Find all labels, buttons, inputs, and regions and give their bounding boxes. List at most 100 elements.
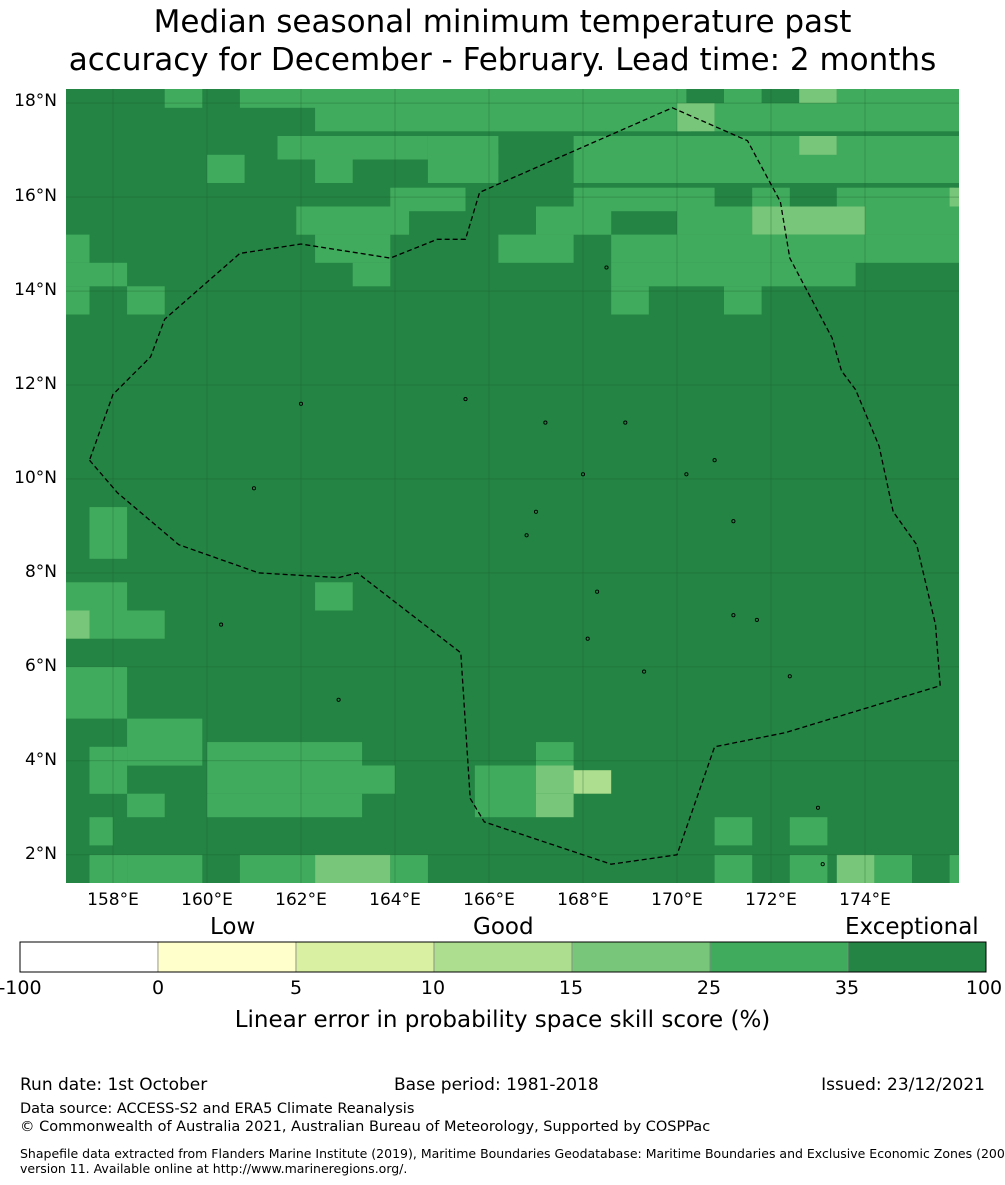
skill-cell — [315, 154, 353, 183]
skill-cell — [714, 854, 753, 883]
skill-cell — [207, 154, 245, 183]
skill-cell — [714, 103, 959, 132]
skill-cell — [66, 262, 128, 287]
skill-cell — [611, 286, 649, 315]
island-outline — [585, 636, 590, 641]
skill-cell — [296, 206, 410, 235]
issued-date: Issued: 23/12/2021 — [821, 1075, 985, 1095]
lon-tick-label: 162°E — [275, 890, 327, 910]
colorbar-tick: 25 — [696, 977, 722, 999]
skill-cell — [315, 854, 391, 883]
skill-cell — [536, 793, 574, 818]
skill-cell — [536, 765, 574, 794]
colorbar-bin — [709, 941, 849, 973]
skill-cell — [207, 742, 363, 766]
eez-boundary-line — [88, 107, 941, 865]
skill-cell — [498, 234, 574, 263]
skill-cell — [315, 582, 353, 611]
skill-cell — [315, 103, 692, 132]
colorbar-tick: 100 — [965, 977, 1003, 999]
island-outline — [251, 486, 257, 491]
skill-cell — [89, 507, 128, 559]
skill-cell — [799, 136, 837, 160]
lat-tick-label: 14°N — [14, 280, 57, 300]
island-outline — [604, 265, 609, 270]
lat-tick-label: 8°N — [24, 562, 57, 582]
lat-tick-label: 6°N — [24, 656, 57, 676]
skill-cell — [89, 746, 128, 794]
skill-cell — [949, 187, 959, 212]
island-outline — [712, 458, 717, 463]
skill-cell — [677, 206, 753, 235]
map-title-line-2: accuracy for December - February. Lead t… — [68, 42, 937, 78]
island-outline — [731, 519, 736, 524]
skill-cell — [66, 610, 90, 639]
skill-cell — [573, 770, 612, 794]
gridlines-layer — [66, 89, 959, 883]
lat-tick-label: 16°N — [14, 186, 57, 206]
island-outline — [219, 622, 224, 627]
skill-cell — [66, 666, 128, 719]
lat-tick-label: 4°N — [24, 750, 57, 770]
island-outline — [524, 533, 529, 538]
skill-cell — [874, 854, 912, 883]
data-source: Data source: ACCESS-S2 and ERA5 Climate … — [20, 1101, 415, 1117]
skill-cell — [724, 286, 762, 315]
skill-cell — [573, 136, 800, 160]
skill-cell — [949, 854, 959, 883]
map-panel — [66, 89, 959, 883]
colorbar-tick: 15 — [558, 977, 584, 999]
skill-cell — [66, 286, 90, 315]
skill-cell — [611, 262, 856, 287]
skill-cell — [677, 103, 715, 132]
skill-cell — [66, 234, 90, 263]
skill-cell — [390, 854, 428, 883]
island-outline — [336, 697, 341, 702]
colorbar-bin — [19, 941, 159, 973]
lat-tick-label: 2°N — [24, 844, 57, 864]
island-outline — [595, 589, 600, 594]
lon-tick-label: 158°E — [87, 890, 139, 910]
skill-cell — [714, 817, 753, 846]
lat-tick-label: 10°N — [14, 468, 57, 488]
skill-cell — [207, 793, 363, 818]
skill-cell — [127, 286, 165, 315]
colorbar-bin — [433, 941, 573, 973]
skill-cell — [789, 817, 828, 846]
colorbar-category-good: Good — [473, 914, 534, 940]
skill-cell — [127, 854, 203, 883]
island-outline — [298, 401, 304, 406]
map-title-line-1: Median seasonal minimum temperature past — [153, 4, 852, 40]
lon-tick-label: 174°E — [839, 890, 891, 910]
island-outline — [684, 472, 689, 477]
colorbar-bin — [295, 941, 435, 973]
skill-cell — [536, 742, 574, 766]
skill-cells-layer — [66, 89, 959, 883]
skill-cell — [89, 854, 128, 883]
base-period: Base period: 1981-2018 — [394, 1075, 599, 1095]
skill-cell — [239, 854, 316, 883]
colorbar-category-exceptional: Exceptional — [845, 914, 979, 940]
skill-cell — [836, 136, 959, 160]
map-canvas — [66, 89, 959, 883]
islands-layer — [219, 265, 825, 867]
skill-cell — [66, 582, 128, 611]
lon-tick-label: 170°E — [651, 890, 703, 910]
island-outline — [731, 613, 736, 618]
eez-boundary-layer — [88, 107, 941, 865]
skill-cell — [89, 817, 113, 846]
skill-cell — [836, 854, 875, 883]
skill-cell — [789, 854, 828, 883]
skill-cell — [127, 718, 203, 766]
skill-cell — [474, 765, 536, 818]
skill-cell — [573, 154, 959, 183]
run-date: Run date: 1st October — [20, 1075, 208, 1095]
island-outline — [787, 674, 792, 679]
skill-cell — [865, 206, 959, 235]
skill-cell — [127, 793, 165, 818]
skill-cell — [390, 187, 466, 212]
island-outline — [533, 509, 539, 514]
shapefile-credit-line-1: Shapefile data extracted from Flanders M… — [20, 1146, 1005, 1161]
lon-tick-label: 160°E — [181, 890, 233, 910]
skill-cell — [427, 154, 499, 183]
